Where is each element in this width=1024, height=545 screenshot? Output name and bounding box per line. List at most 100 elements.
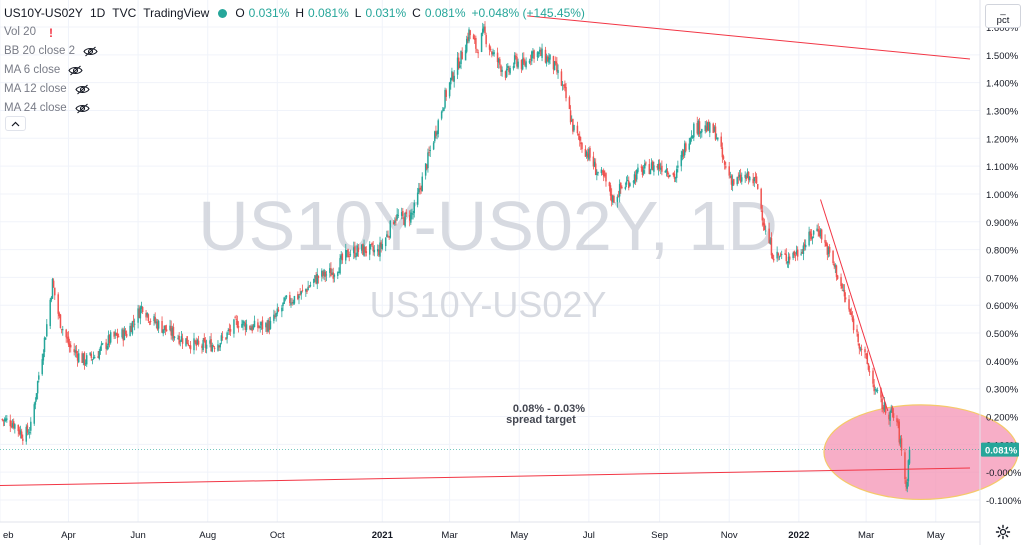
symbol-header[interactable]: US10Y-US02Y 1D TVC TradingView O 0.031% H…: [4, 4, 587, 23]
candle-body: [824, 239, 826, 243]
indicator-ma6[interactable]: MA 6 close: [4, 61, 587, 80]
y-tick-label: 0.400%: [986, 357, 1019, 368]
candle-body: [497, 58, 500, 63]
candle-body: [621, 187, 623, 188]
candle: [581, 141, 583, 153]
candle-body: [896, 418, 898, 422]
candle: [644, 159, 646, 175]
candle-body: [243, 321, 245, 323]
x-tick-label: May: [927, 530, 945, 541]
candle-body: [780, 254, 783, 255]
market-status-icon[interactable]: [218, 9, 228, 18]
candle-body: [58, 313, 61, 317]
indicator-ma12[interactable]: MA 12 close: [4, 80, 587, 99]
candle-body: [712, 123, 714, 133]
candle-body: [641, 166, 644, 176]
candle: [123, 326, 126, 341]
candle-body: [400, 212, 403, 216]
candle-body: [746, 172, 749, 178]
candle-body: [339, 258, 341, 274]
candle-body: [618, 184, 621, 197]
candle-body: [569, 110, 572, 123]
eye-crossed-icon[interactable]: [75, 103, 90, 114]
candle-body: [741, 177, 743, 182]
warning-icon[interactable]: !: [48, 25, 53, 40]
candle-body: [213, 347, 216, 350]
candle-body: [106, 345, 109, 350]
interval-label[interactable]: 1D: [89, 6, 106, 20]
candle: [907, 459, 910, 487]
candle-body: [388, 236, 390, 238]
candle: [384, 236, 387, 252]
price-unit-button[interactable]: _ pct: [985, 4, 1021, 28]
candle-body: [19, 430, 22, 435]
candle-body: [424, 163, 427, 176]
candle-body: [309, 284, 312, 287]
candle-body: [698, 121, 701, 135]
candle-body: [394, 220, 396, 223]
candle: [685, 141, 687, 153]
candle: [899, 435, 902, 448]
candle-body: [680, 154, 683, 167]
candle-body: [443, 107, 445, 112]
collapse-legend-button[interactable]: [5, 116, 26, 131]
candle: [221, 331, 224, 341]
candle-body: [252, 325, 255, 330]
candle: [760, 187, 762, 212]
candle-body: [657, 163, 660, 170]
indicator-vol[interactable]: Vol 20 !: [4, 23, 587, 42]
eye-crossed-icon[interactable]: [75, 84, 90, 95]
candle: [83, 351, 86, 370]
candle: [107, 330, 110, 350]
candle: [523, 52, 525, 65]
candle-body: [283, 297, 285, 304]
candle: [364, 246, 366, 257]
candle: [755, 173, 758, 184]
eye-crossed-icon[interactable]: [83, 46, 98, 57]
candle: [761, 205, 764, 227]
candle: [659, 162, 662, 175]
candle: [317, 275, 320, 284]
low-value: 0.031%: [365, 6, 407, 20]
candle: [133, 318, 136, 331]
candle: [46, 319, 48, 338]
gear-icon[interactable]: [995, 524, 1011, 540]
candle: [613, 194, 615, 203]
candle-body: [269, 320, 272, 329]
indicator-bb[interactable]: BB 20 close 2: [4, 42, 587, 61]
candle-body: [540, 49, 542, 56]
symbol-name[interactable]: US10Y-US02Y: [4, 6, 83, 20]
candle: [148, 321, 151, 326]
candle-body: [354, 246, 356, 258]
candle-body: [73, 349, 75, 353]
candle: [539, 46, 541, 57]
candle: [17, 424, 20, 437]
candle: [163, 325, 166, 334]
candle-body: [753, 177, 756, 182]
candle-body: [419, 187, 421, 189]
candle: [819, 228, 822, 239]
candle-body: [820, 229, 823, 240]
candle: [891, 405, 894, 418]
candle: [285, 295, 288, 300]
candle: [38, 371, 40, 383]
candle: [645, 161, 647, 166]
candle: [626, 174, 629, 182]
indicator-label: MA 6 close: [4, 64, 61, 76]
indicator-ma24[interactable]: MA 24 close: [4, 99, 587, 118]
x-tick-label: 2022: [788, 530, 809, 541]
candle: [788, 253, 791, 265]
candle-body: [515, 56, 517, 57]
candle: [220, 332, 223, 345]
candle: [396, 208, 398, 221]
candle: [674, 176, 677, 183]
candle: [560, 68, 563, 87]
candle-body: [188, 345, 191, 347]
candle-body: [499, 59, 501, 65]
candle: [605, 172, 607, 187]
eye-crossed-icon[interactable]: [68, 65, 83, 76]
candle-body: [364, 246, 366, 253]
candle-body: [338, 271, 340, 273]
